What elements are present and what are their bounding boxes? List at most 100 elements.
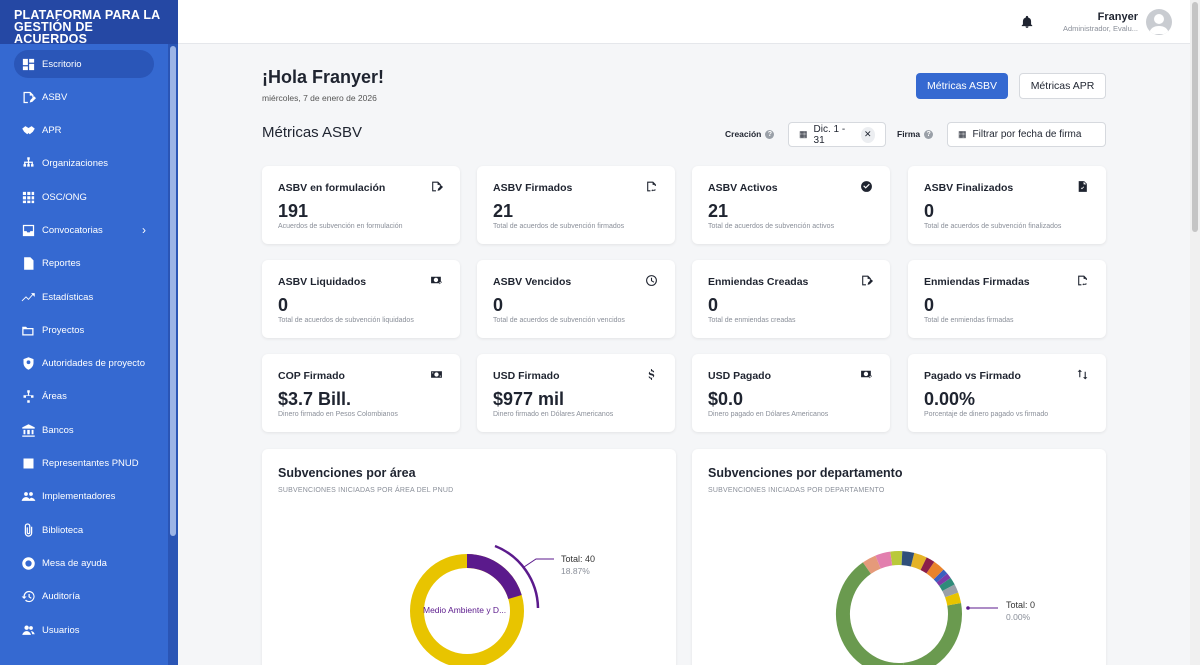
- dept-donut-slice: [942, 584, 959, 598]
- avatar[interactable]: [1146, 9, 1172, 35]
- sidebar-item-label: Estadísticas: [42, 291, 94, 303]
- dept-donut-slice: [910, 552, 927, 571]
- metric-card-title: Enmiendas Firmadas: [924, 276, 1030, 288]
- metric-card-value: 191: [278, 201, 309, 221]
- sidebar-item-osc-ong[interactable]: OSC/ONG: [14, 183, 154, 211]
- sidebar-item-label: Áreas: [42, 391, 67, 403]
- dept-donut-chart[interactable]: Total: 0 0.00%: [692, 449, 1106, 665]
- sidebar-item-label: ASBV: [42, 91, 68, 103]
- metric-card-title: ASBV Vencidos: [493, 276, 572, 288]
- bell-icon[interactable]: [1020, 14, 1034, 30]
- money-check-icon: [860, 368, 874, 382]
- sidebar-item-implementadores[interactable]: Implementadores: [14, 483, 154, 511]
- user-name[interactable]: Franyer: [1097, 11, 1138, 23]
- sidebar-item-escritorio[interactable]: Escritorio: [14, 50, 154, 78]
- metric-card: ASBV Finalizados 0 Total de acuerdos de su…: [908, 166, 1106, 244]
- chevron-right-icon[interactable]: ›: [142, 223, 146, 238]
- metricas-apr-button[interactable]: Métricas APR: [1019, 73, 1106, 99]
- dept-donut-slice: [920, 557, 935, 574]
- firma-date-filter[interactable]: ▦ Filtrar por fecha de firma: [947, 122, 1106, 147]
- sidebar-item-label: Proyectos: [42, 324, 85, 336]
- sidebar-item-organizaciones[interactable]: Organizaciones: [14, 150, 154, 178]
- dept-donut-slice: [901, 551, 915, 567]
- sidebar-item-label: Convocatorias: [42, 224, 103, 236]
- sidebar-item-estadísticas[interactable]: Estadísticas: [14, 283, 154, 311]
- firma-date-placeholder: Filtrar por fecha de firma: [972, 129, 1082, 140]
- clock-icon: [645, 274, 659, 288]
- area-total-label: Total: 40: [561, 554, 595, 564]
- metric-card-title: USD Pagado: [708, 370, 772, 382]
- history-icon: [20, 589, 36, 605]
- metric-card-value: $0.0: [708, 389, 744, 409]
- metric-card-subtitle: Dinero firmado en Pesos Colombianos: [278, 411, 398, 418]
- metric-card-value: 0: [493, 295, 504, 315]
- metric-card-value: $977 mil: [493, 389, 565, 409]
- page-scrollbar[interactable]: [1190, 0, 1200, 665]
- metric-card: ASBV en formulación 191 Acuerdos de subven…: [262, 166, 460, 244]
- metric-card-value: 0: [708, 295, 719, 315]
- sidebar-item-representantes-pnud[interactable]: Representantes PNUD: [14, 450, 154, 478]
- sidebar-item-convocatorias[interactable]: Convocatorias ›: [14, 216, 154, 244]
- help-icon[interactable]: ?: [924, 129, 934, 139]
- dept-donut-slice: [939, 577, 955, 592]
- sidebar-item-label: Bancos: [42, 424, 74, 436]
- metric-card-subtitle: Dinero pagado en Dólares Americanos: [708, 411, 829, 418]
- metric-card-value: 21: [708, 201, 729, 221]
- sidebar-item-biblioteca[interactable]: Biblioteca: [14, 516, 154, 544]
- sidebar-item-label: Biblioteca: [42, 524, 84, 536]
- metric-card-value: 0: [278, 295, 289, 315]
- sidebar-scrollbar[interactable]: [168, 44, 178, 665]
- dept-donut-slice: [875, 551, 893, 569]
- sidebar-item-auditoría[interactable]: Auditoría: [14, 583, 154, 611]
- dept-chart-subtitle: SUBVENCIONES INICIADAS POR DEPARTAMENTO: [708, 487, 885, 494]
- sidebar-item-asbv[interactable]: ASBV: [14, 83, 154, 111]
- sidebar-item-autoridades-de-proyecto[interactable]: Autoridades de proyecto: [14, 350, 154, 378]
- metric-card-subtitle: Total de enmiendas creadas: [708, 317, 796, 324]
- org-chart-icon: [20, 156, 36, 172]
- metric-card: COP Firmado $3.7 Bill. Dinero firmado en P…: [262, 354, 460, 432]
- metric-card-title: ASBV en formulación: [278, 182, 386, 194]
- sidebar-item-label: APR: [42, 125, 62, 137]
- sidebar-item-proyectos[interactable]: Proyectos: [14, 316, 154, 344]
- metric-card-value: 0: [924, 295, 935, 315]
- topbar: Franyer Administrador, Evalu...: [178, 0, 1190, 44]
- area-slice-label: Medio Ambiente y D...: [423, 605, 506, 615]
- sidebar-item-reportes[interactable]: Reportes: [14, 250, 154, 278]
- sidebar-item-bancos[interactable]: Bancos: [14, 416, 154, 444]
- creacion-date-filter[interactable]: ▦ Dic. 1 - 31 ✕: [788, 122, 886, 147]
- metric-card-value: 0: [924, 201, 935, 221]
- sidebar: PLATAFORMA PARA LA GESTIÓN DE ACUERDOS E…: [0, 0, 178, 665]
- sidebar-item-usuarios[interactable]: Usuarios: [14, 616, 154, 644]
- signed-doc-icon: [645, 180, 659, 194]
- area-donut-chart[interactable]: Total: 40 18.87% Medio Ambiente y D...: [262, 449, 676, 665]
- metric-card: USD Pagado $0.0 Dinero pagado en Dólares A…: [692, 354, 890, 432]
- metricas-asbv-button[interactable]: Métricas ASBV: [916, 73, 1008, 99]
- brand-line-2: GESTIÓN DE ACUERDOS: [14, 20, 94, 46]
- hierarchy-icon: [20, 389, 36, 405]
- sidebar-item-apr[interactable]: APR: [14, 117, 154, 145]
- metric-card: Enmiendas Creadas 0 Total de enmiendas cre…: [692, 260, 890, 338]
- shield-icon: [20, 356, 36, 372]
- area-donut-leader-line: [523, 558, 554, 568]
- metric-card-subtitle: Porcentaje de dinero pagado vs firmado: [924, 411, 1049, 418]
- swap-arrows-icon: [1076, 368, 1090, 382]
- sidebar-item-mesa-de-ayuda[interactable]: Mesa de ayuda: [14, 549, 154, 577]
- sidebar-item-label: Organizaciones: [42, 158, 109, 170]
- user-role: Administrador, Evalu...: [1062, 24, 1138, 33]
- brand-logo[interactable]: PLATAFORMA PARA LA GESTIÓN DE ACUERDOS: [0, 0, 178, 46]
- metric-card: ASBV Liquidados 0 Total de acuerdos de sub…: [262, 260, 460, 338]
- grid-icon: [20, 189, 36, 205]
- help-icon[interactable]: ?: [765, 129, 775, 139]
- metric-card-title: USD Firmado: [493, 370, 560, 382]
- sidebar-item-áreas[interactable]: Áreas: [14, 383, 154, 411]
- banknote-icon: [430, 368, 444, 382]
- dollar-icon: [645, 368, 659, 382]
- dept-donut-slice: [944, 592, 962, 606]
- clear-filter-icon[interactable]: ✕: [860, 126, 875, 143]
- metric-card-subtitle: Total de acuerdos de subvención finaliza…: [924, 223, 1062, 230]
- dept-donut-slice: [902, 603, 962, 665]
- people-icon: [20, 489, 36, 505]
- dept-donut-leader-dot: [966, 606, 970, 610]
- metric-card-subtitle: Total de acuerdos de subvención firmados: [493, 223, 625, 230]
- area-donut-highlight-slice: [466, 554, 522, 600]
